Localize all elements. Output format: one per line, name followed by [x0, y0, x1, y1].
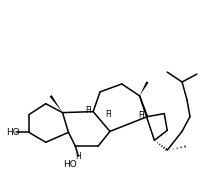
Text: H̅: H̅ — [105, 110, 111, 119]
Text: H̅: H̅ — [139, 111, 145, 120]
Text: HO: HO — [64, 160, 77, 169]
Text: HO: HO — [6, 128, 20, 137]
Polygon shape — [50, 95, 62, 113]
Text: H: H — [76, 152, 81, 161]
Text: H̅: H̅ — [85, 106, 91, 115]
Polygon shape — [140, 81, 149, 96]
